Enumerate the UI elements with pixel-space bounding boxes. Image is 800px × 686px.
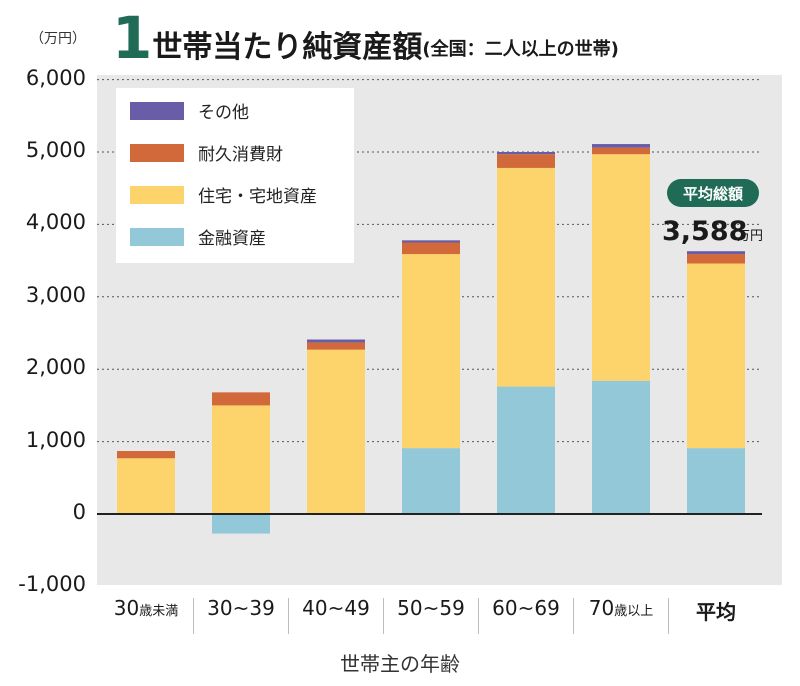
y-tick-label: 6,000 xyxy=(25,65,86,90)
title-main: 世帯当たり純資産額 xyxy=(152,30,423,65)
bar-segment-6-金融資産 xyxy=(687,448,745,514)
x-tick-label: 平均 xyxy=(696,600,736,624)
x-tick-separator xyxy=(478,598,479,634)
bar-segment-3-その他 xyxy=(402,240,460,243)
y-tick-label: 5,000 xyxy=(25,138,86,162)
bar-segment-1-住宅・宅地資産 xyxy=(212,405,270,514)
bar-segment-0-住宅・宅地資産 xyxy=(117,458,175,514)
legend-swatch xyxy=(130,144,184,162)
average-total-value: 3,588 xyxy=(662,216,747,247)
legend-label: 耐久消費財 xyxy=(198,145,283,165)
x-axis-label: 世帯主の年齢 xyxy=(340,652,460,676)
bar-segment-3-金融資産 xyxy=(402,448,460,514)
x-tick-separator xyxy=(193,598,194,634)
average-total-unit: 万円 xyxy=(737,229,763,244)
legend-label: 金融資産 xyxy=(198,229,266,249)
x-tick-label: 30歳未満 xyxy=(113,596,179,620)
x-tick-label: 50~59 xyxy=(397,596,465,620)
bar-segment-0-耐久消費財 xyxy=(117,451,175,459)
x-tick-label: 60~69 xyxy=(492,596,560,620)
bar-segment-5-その他 xyxy=(592,144,650,148)
y-tick-label: 0 xyxy=(72,500,86,524)
y-tick-label: -1,000 xyxy=(18,572,86,597)
bar-segment-6-住宅・宅地資産 xyxy=(687,263,745,449)
bar-segment-3-耐久消費財 xyxy=(402,242,460,255)
chart-title: 1世帯当たり純資産額(全国：二人以上の世帯) xyxy=(112,6,619,70)
bar-segment-5-金融資産 xyxy=(592,380,650,514)
legend-swatch xyxy=(130,228,184,246)
x-tick-separator xyxy=(288,598,289,634)
bar-segment-3-住宅・宅地資産 xyxy=(402,254,460,449)
bar-segment-4-金融資産 xyxy=(497,386,555,514)
bar-segment-1-耐久消費財 xyxy=(212,392,270,406)
y-tick-label: 2,000 xyxy=(25,355,86,380)
bar-segment-1-金融資産 xyxy=(212,514,270,534)
bar-segment-4-住宅・宅地資産 xyxy=(497,167,555,387)
title-subtitle: (全国：二人以上の世帯) xyxy=(422,39,619,60)
bar-segment-2-耐久消費財 xyxy=(307,342,365,350)
y-unit-label: （万円） xyxy=(30,31,86,47)
y-tick-label: 4,000 xyxy=(25,210,86,235)
legend-swatch xyxy=(130,102,184,120)
y-tick-label: 1,000 xyxy=(25,427,86,452)
bar-segment-2-住宅・宅地資産 xyxy=(307,349,365,514)
x-tick-label: 70歳以上 xyxy=(588,596,654,620)
average-total-badge xyxy=(667,179,759,207)
x-tick-label: 30~39 xyxy=(207,596,275,620)
legend-label: 住宅・宅地資産 xyxy=(198,187,317,207)
y-tick-label: 3,000 xyxy=(25,282,86,307)
x-tick-separator xyxy=(573,598,574,634)
x-tick-separator xyxy=(668,598,669,634)
legend-label: その他 xyxy=(198,103,249,123)
bar-segment-2-その他 xyxy=(307,339,365,343)
x-tick-separator xyxy=(383,598,384,634)
average-total-badge-label: 平均総額 xyxy=(683,185,743,203)
bar-segment-5-耐久消費財 xyxy=(592,147,650,155)
bar-segment-4-耐久消費財 xyxy=(497,154,555,168)
bar-segment-5-住宅・宅地資産 xyxy=(592,154,650,381)
legend-swatch xyxy=(130,186,184,204)
title-number: 1 xyxy=(112,4,153,72)
bar-segment-6-耐久消費財 xyxy=(687,254,745,264)
bar-segment-6-その他 xyxy=(687,251,745,255)
bar-segment-4-その他 xyxy=(497,152,555,155)
x-tick-label: 40~49 xyxy=(302,596,370,620)
